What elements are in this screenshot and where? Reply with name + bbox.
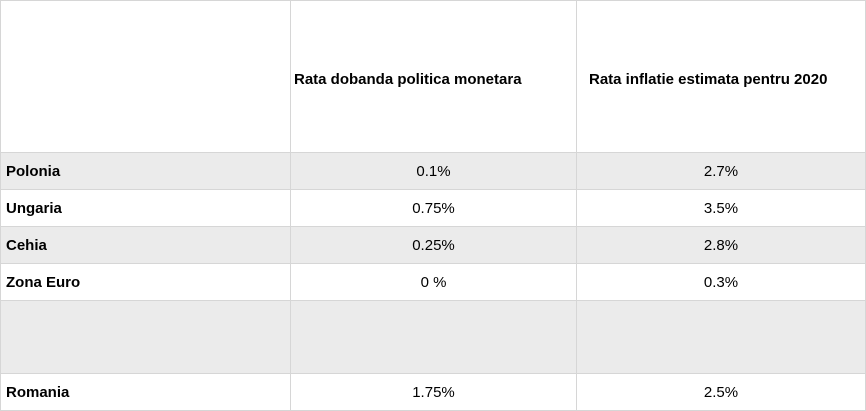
inflation-cell: 2.8% bbox=[576, 226, 866, 264]
country-cell: Romania bbox=[0, 373, 291, 411]
inflation-cell: 0.3% bbox=[576, 263, 866, 301]
policy-rate-cell: 0.25% bbox=[290, 226, 577, 264]
policy-rate-cell: 0 % bbox=[290, 263, 577, 301]
table-row-cehia: Cehia 0.25% 2.8% bbox=[0, 226, 866, 264]
inflation-cell: 2.5% bbox=[576, 373, 866, 411]
inflation-cell: 2.7% bbox=[576, 152, 866, 190]
table-row-zona-euro: Zona Euro 0 % 0.3% bbox=[0, 263, 866, 301]
table-row-empty bbox=[0, 300, 866, 374]
policy-rate-cell: 1.75% bbox=[290, 373, 577, 411]
inflation-cell: 3.5% bbox=[576, 189, 866, 227]
table-row-ungaria: Ungaria 0.75% 3.5% bbox=[0, 189, 866, 227]
country-cell: Zona Euro bbox=[0, 263, 291, 301]
header-country bbox=[0, 0, 291, 153]
header-policy-rate: Rata dobanda politica monetara bbox=[290, 0, 577, 153]
header-row: Rata dobanda politica monetara Rata infl… bbox=[0, 0, 866, 153]
policy-rate-cell: 0.1% bbox=[290, 152, 577, 190]
table-row-romania: Romania 1.75% 2.5% bbox=[0, 373, 866, 411]
policy-rate-cell: 0.75% bbox=[290, 189, 577, 227]
table-row-polonia: Polonia 0.1% 2.7% bbox=[0, 152, 866, 190]
country-cell: Polonia bbox=[0, 152, 291, 190]
header-inflation: Rata inflatie estimata pentru 2020 bbox=[576, 0, 866, 153]
country-cell: Ungaria bbox=[0, 189, 291, 227]
inflation-cell bbox=[576, 300, 866, 374]
policy-rate-cell bbox=[290, 300, 577, 374]
country-cell: Cehia bbox=[0, 226, 291, 264]
country-cell bbox=[0, 300, 291, 374]
